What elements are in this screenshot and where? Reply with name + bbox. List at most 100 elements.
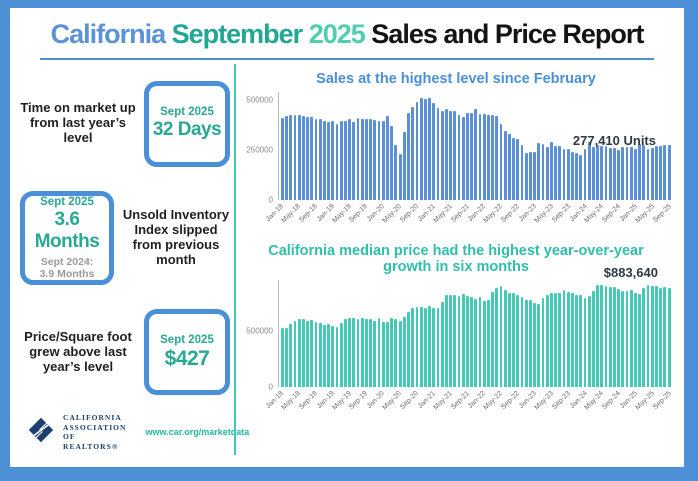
bar — [281, 327, 284, 388]
bar — [352, 122, 356, 201]
bar — [516, 294, 520, 388]
bar — [642, 144, 646, 201]
bar — [541, 144, 545, 201]
bar — [537, 304, 541, 388]
bar — [579, 294, 583, 388]
bar — [470, 297, 473, 388]
bar — [491, 115, 494, 201]
bar — [646, 149, 650, 201]
bar — [436, 308, 440, 388]
bar — [415, 306, 419, 388]
stat-box-days: Sept 2025 32 Days — [144, 80, 230, 167]
bar — [507, 134, 511, 201]
bar — [327, 122, 331, 201]
bar — [310, 319, 314, 388]
bar — [617, 289, 621, 388]
bar — [470, 113, 473, 201]
title-california: California — [50, 19, 167, 49]
bar — [659, 145, 663, 201]
bar — [444, 295, 448, 388]
bar — [499, 285, 503, 388]
bar — [377, 317, 381, 388]
bar — [617, 149, 621, 201]
bar — [659, 287, 663, 388]
bar — [386, 321, 389, 388]
bar — [478, 114, 482, 201]
bar — [663, 145, 667, 201]
bar — [297, 319, 301, 388]
bar — [621, 147, 625, 201]
bar — [293, 321, 297, 388]
bar — [344, 319, 347, 388]
bar — [432, 308, 436, 388]
bar — [407, 312, 410, 388]
title-year: 2025 — [308, 19, 366, 49]
stat-box-value: $427 — [164, 346, 210, 370]
bar — [394, 318, 398, 388]
bar — [310, 117, 314, 201]
stat-label: Price/Square foot grew above last year’s… — [24, 328, 132, 374]
bar — [592, 146, 595, 201]
bar — [663, 287, 667, 388]
bar — [428, 306, 431, 388]
title-divider — [40, 58, 654, 61]
bar — [457, 295, 461, 388]
stat-time-on-market: Time on market up from last year’s level… — [20, 66, 230, 180]
bar — [541, 298, 545, 388]
bar — [331, 326, 335, 388]
bar — [499, 124, 503, 201]
bar — [554, 146, 558, 201]
sales-chart-title: Sales at the highest level since Februar… — [316, 71, 596, 88]
sales-x-axis: Jan-18 May-18 Sep-18 Jan-19 May-19 Sep-19 Jan-… — [265, 200, 673, 238]
bar — [667, 144, 671, 201]
bar — [419, 307, 423, 388]
bar — [465, 112, 469, 201]
bar — [507, 293, 511, 388]
bar — [302, 319, 305, 388]
bar — [596, 285, 600, 388]
bar — [596, 145, 600, 201]
bar — [453, 111, 457, 201]
bar — [297, 115, 301, 201]
bar — [592, 290, 595, 388]
bar — [613, 147, 616, 201]
bar — [575, 294, 579, 388]
price-chart-area: 500000 0 $883,640 — [242, 265, 671, 392]
bar — [474, 109, 478, 201]
bar — [533, 151, 536, 201]
y-tick-label: 500000 — [246, 326, 273, 336]
bar — [306, 320, 310, 388]
bar — [365, 318, 368, 388]
sales-plot: 277,410 Units — [278, 92, 671, 201]
bar — [613, 287, 616, 388]
price-chart-title: California median price had the highest … — [268, 243, 644, 276]
bar — [339, 120, 343, 201]
bar — [423, 98, 427, 201]
bar — [545, 146, 549, 201]
marketdata-link[interactable]: www.car.org/marketdata — [145, 427, 250, 438]
bar — [583, 149, 587, 201]
bar — [520, 145, 524, 201]
price-bars — [281, 280, 671, 388]
bar — [440, 301, 444, 388]
bar — [323, 120, 326, 201]
y-tick-label: 250000 — [246, 145, 273, 155]
main-content: Time on market up from last year’s level… — [10, 64, 684, 456]
bar — [318, 322, 322, 388]
bar — [550, 292, 553, 388]
bar — [625, 146, 629, 201]
bar — [365, 119, 368, 201]
bar — [348, 318, 352, 388]
org-name: CALIFORNIA ASSOCIATION OF REALTORS® — [63, 412, 127, 452]
bar — [444, 108, 448, 201]
bar — [373, 119, 377, 201]
bar — [650, 285, 654, 388]
bar — [528, 152, 532, 201]
bar — [356, 118, 360, 201]
sales-bars — [281, 92, 671, 201]
bar — [339, 323, 343, 388]
bar — [554, 292, 558, 388]
bar — [486, 300, 490, 388]
bar — [486, 115, 490, 201]
bar — [646, 284, 650, 388]
